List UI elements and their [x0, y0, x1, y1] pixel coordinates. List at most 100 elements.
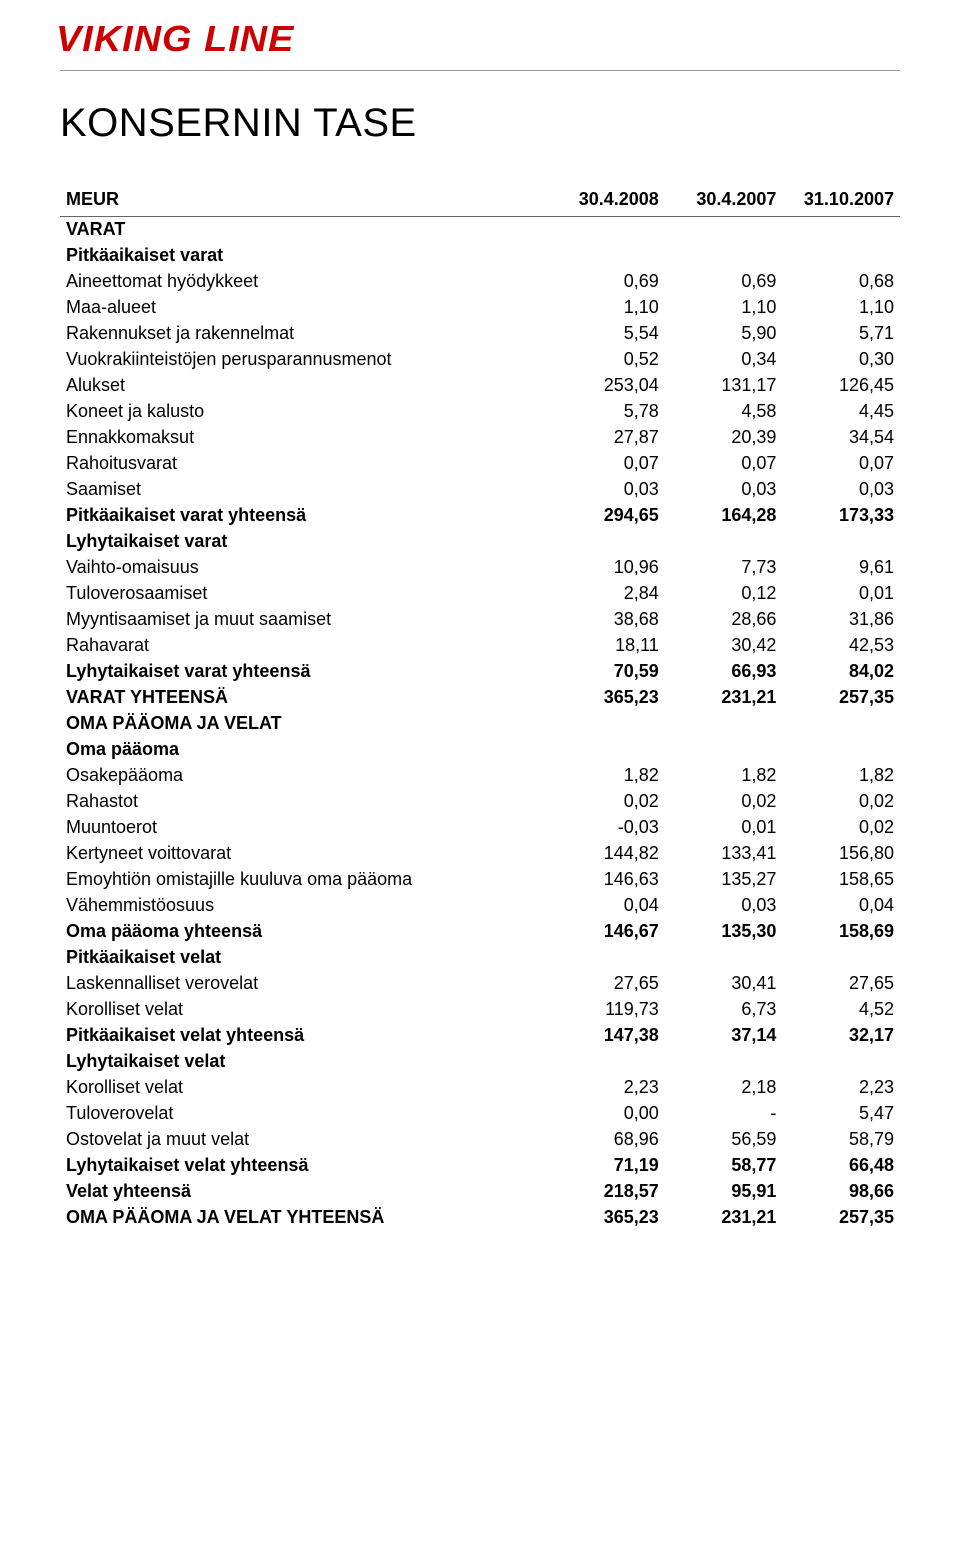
total-label: Lyhytaikaiset velat yhteensä: [60, 1153, 547, 1179]
cell-value: 231,21: [665, 1205, 783, 1231]
cell-value: 146,67: [547, 919, 665, 945]
cell-value: 5,90: [665, 321, 783, 347]
cell-value: 0,69: [665, 269, 783, 295]
cell-value: 2,18: [665, 1075, 783, 1101]
cell-value: -0,03: [547, 815, 665, 841]
cell-value: 135,27: [665, 867, 783, 893]
cell-value: 1,10: [782, 295, 900, 321]
cell-value: 156,80: [782, 841, 900, 867]
cell-value: [782, 737, 900, 763]
cell-value: 173,33: [782, 503, 900, 529]
cell-value: 0,07: [782, 451, 900, 477]
cell-value: 158,69: [782, 919, 900, 945]
cell-value: 6,73: [665, 997, 783, 1023]
row-label: Aineettomat hyödykkeet: [60, 269, 547, 295]
cell-value: 30,41: [665, 971, 783, 997]
cell-value: 0,07: [665, 451, 783, 477]
page-title: KONSERNIN TASE: [60, 101, 900, 146]
cell-value: [782, 216, 900, 243]
cell-value: 0,03: [665, 893, 783, 919]
row-label: OMA PÄÄOMA JA VELAT YHTEENSÄ: [60, 1205, 547, 1231]
cell-value: [665, 529, 783, 555]
cell-value: 257,35: [782, 1205, 900, 1231]
cell-value: 0,03: [547, 477, 665, 503]
cell-value: 133,41: [665, 841, 783, 867]
cell-value: 0,68: [782, 269, 900, 295]
cell-value: 30.4.2007: [665, 186, 783, 216]
cell-value: 1,10: [665, 295, 783, 321]
cell-value: 98,66: [782, 1179, 900, 1205]
row-label: Ennakkomaksut: [60, 425, 547, 451]
cell-value: 84,02: [782, 659, 900, 685]
cell-value: 30.4.2008: [547, 186, 665, 216]
cell-value: 38,68: [547, 607, 665, 633]
cell-value: 257,35: [782, 685, 900, 711]
cell-value: 31,86: [782, 607, 900, 633]
cell-value: 131,17: [665, 373, 783, 399]
cell-value: 0,03: [782, 477, 900, 503]
cell-value: 27,65: [547, 971, 665, 997]
cell-value: [547, 529, 665, 555]
cell-value: 218,57: [547, 1179, 665, 1205]
row-label: Vuokrakiinteistöjen perusparannusmenot: [60, 347, 547, 373]
cell-value: [782, 243, 900, 269]
cell-value: 0,01: [665, 815, 783, 841]
cell-value: 66,48: [782, 1153, 900, 1179]
cell-value: 0,04: [547, 893, 665, 919]
cell-value: 66,93: [665, 659, 783, 685]
row-label: Oma pääoma yhteensä: [60, 919, 547, 945]
cell-value: 0,00: [547, 1101, 665, 1127]
cell-value: [782, 1049, 900, 1075]
total-label: Lyhytaikaiset varat yhteensä: [60, 659, 547, 685]
cell-value: 4,45: [782, 399, 900, 425]
row-label: Emoyhtiön omistajille kuuluva oma pääoma: [60, 867, 547, 893]
row-label: Vaihto-omaisuus: [60, 555, 547, 581]
cell-value: [782, 711, 900, 737]
cell-value: 18,11: [547, 633, 665, 659]
cell-value: 164,28: [665, 503, 783, 529]
cell-value: 231,21: [665, 685, 783, 711]
cell-value: 0,02: [665, 789, 783, 815]
group-heading: Oma pääoma: [60, 737, 547, 763]
cell-value: [782, 529, 900, 555]
cell-value: 58,79: [782, 1127, 900, 1153]
row-label: Rakennukset ja rakennelmat: [60, 321, 547, 347]
cell-value: [547, 243, 665, 269]
cell-value: [665, 216, 783, 243]
cell-value: 4,58: [665, 399, 783, 425]
cell-value: 1,82: [782, 763, 900, 789]
cell-value: [547, 216, 665, 243]
cell-value: 31.10.2007: [782, 186, 900, 216]
cell-value: [665, 711, 783, 737]
total-label: Pitkäaikaiset velat yhteensä: [60, 1023, 547, 1049]
cell-value: [547, 737, 665, 763]
cell-value: 5,71: [782, 321, 900, 347]
cell-value: -: [665, 1101, 783, 1127]
cell-value: 119,73: [547, 997, 665, 1023]
row-label: Korolliset velat: [60, 997, 547, 1023]
cell-value: 0,04: [782, 893, 900, 919]
brand-logo: VIKING LINE: [56, 18, 942, 60]
cell-value: 5,47: [782, 1101, 900, 1127]
cell-value: 365,23: [547, 1205, 665, 1231]
cell-value: 294,65: [547, 503, 665, 529]
cell-value: 71,19: [547, 1153, 665, 1179]
cell-value: [665, 1049, 783, 1075]
cell-value: 28,66: [665, 607, 783, 633]
row-label: Vähemmistöosuus: [60, 893, 547, 919]
column-header: MEUR: [60, 186, 547, 216]
cell-value: 0,30: [782, 347, 900, 373]
cell-value: 68,96: [547, 1127, 665, 1153]
cell-value: 1,82: [665, 763, 783, 789]
cell-value: 1,10: [547, 295, 665, 321]
row-label: Tuloverovelat: [60, 1101, 547, 1127]
cell-value: 5,78: [547, 399, 665, 425]
section-heading: VARAT: [60, 216, 547, 243]
cell-value: 158,65: [782, 867, 900, 893]
cell-value: 27,87: [547, 425, 665, 451]
cell-value: [547, 945, 665, 971]
cell-value: 4,52: [782, 997, 900, 1023]
cell-value: 135,30: [665, 919, 783, 945]
cell-value: 144,82: [547, 841, 665, 867]
group-heading: Lyhytaikaiset velat: [60, 1049, 547, 1075]
